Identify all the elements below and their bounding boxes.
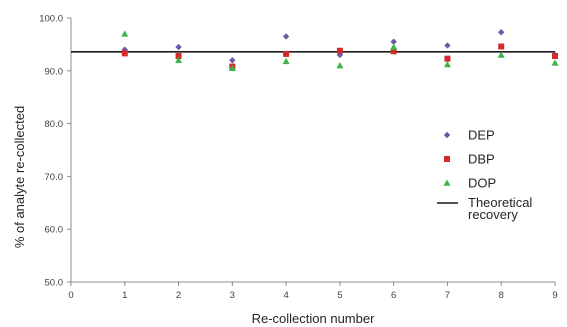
legend: DEP DBP DOP Theoretical recovery (437, 128, 532, 222)
dbp-point (390, 48, 397, 55)
theoretical-recovery-legend-label: Theoretical recovery (468, 195, 532, 222)
dop-legend-label: DOP (468, 176, 496, 191)
dbp-point (283, 50, 290, 57)
dep-point (282, 33, 290, 40)
dop-point (390, 43, 398, 50)
dbp-point (552, 53, 558, 60)
x-tick-label: 6 (391, 290, 396, 301)
dop-point (175, 56, 183, 64)
x-tick-label: 3 (230, 290, 235, 301)
y-tick-label: 100.0 (39, 14, 63, 25)
dop-point (551, 59, 559, 66)
x-tick-label: 1 (122, 290, 127, 301)
data-points (121, 29, 559, 71)
dep-point (229, 57, 236, 64)
dep-point (390, 38, 397, 45)
dop-point (497, 51, 505, 58)
y-tick-label: 50.0 (45, 278, 64, 289)
x-tick-label: 5 (337, 290, 342, 301)
dep-point (444, 42, 451, 49)
dep-legend-marker (443, 131, 451, 139)
dbp-point (121, 50, 128, 57)
dop-legend-marker (443, 179, 451, 186)
dep-point (498, 29, 505, 36)
y-tick-label: 90.0 (45, 66, 64, 77)
x-tick-label: 0 (68, 290, 73, 301)
y-tick-label: 60.0 (45, 225, 64, 236)
y-tick-label: 70.0 (45, 172, 64, 183)
dop-point (121, 30, 129, 37)
dbp-point (498, 43, 505, 50)
dbp-legend-marker (444, 156, 450, 162)
dop-point (228, 64, 236, 71)
dbp-point (444, 55, 451, 62)
x-tick-label: 9 (552, 290, 557, 301)
legend-label-line: Theoretical (468, 195, 532, 210)
y-axis-title: % of analyte re-collected (12, 106, 27, 248)
legend-label-line: recovery (468, 207, 518, 222)
dop-point (282, 57, 290, 65)
x-tick-label: 2 (176, 290, 181, 301)
dep-legend-label: DEP (468, 128, 495, 143)
x-tick-label: 7 (445, 290, 450, 301)
dbp-legend-label: DBP (468, 152, 495, 167)
dbp-point (336, 47, 343, 54)
dep-point (175, 43, 182, 51)
dop-point (443, 60, 451, 68)
x-tick-label: 4 (283, 290, 288, 301)
axes: 50.0 60.0 70.0 80.0 90.0 100.0 0 1 2 3 4 5 6 7 8 9 (39, 14, 557, 302)
x-tick-label: 8 (499, 290, 504, 301)
dop-point (336, 62, 344, 69)
dbp-point (175, 53, 182, 60)
x-axis-title: Re-collection number (252, 311, 376, 326)
y-tick-label: 80.0 (45, 119, 64, 130)
